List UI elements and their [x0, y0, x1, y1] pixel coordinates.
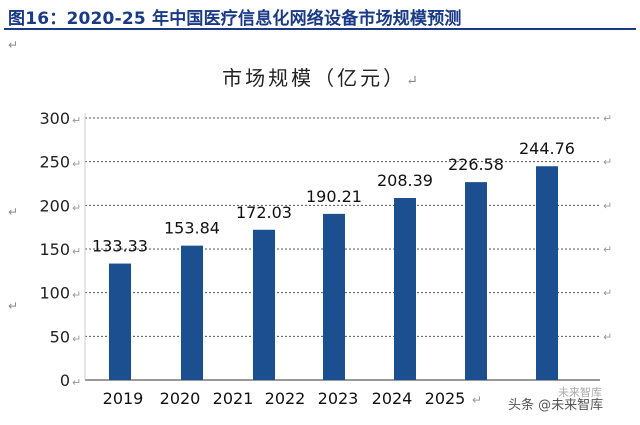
figure-header: 图16：2020-25 年中国医疗信息化网络设备市场规模预测: [0, 0, 640, 30]
paragraph-mark: ↵: [72, 376, 81, 389]
data-label: 208.39: [377, 171, 433, 190]
y-tick-label: 150: [39, 240, 70, 259]
source-credit: 头条 @未来智库: [508, 398, 604, 413]
paragraph-mark: ↵: [72, 158, 81, 171]
bar: [536, 166, 558, 380]
y-tick-label: 300: [39, 109, 70, 128]
paragraph-mark: ↵: [472, 393, 482, 407]
paragraph-mark: ↵: [72, 245, 81, 258]
paragraph-mark: ↵: [8, 38, 19, 52]
bar: [109, 263, 131, 380]
paragraph-mark: ↵: [603, 156, 612, 169]
paragraph-mark: ↵: [406, 73, 418, 89]
y-tick-label: 50: [50, 327, 70, 346]
data-label: 172.03: [236, 203, 292, 222]
chart-title: 市场规模（亿元）↵: [0, 62, 640, 91]
data-label: 244.76: [519, 139, 575, 158]
x-tick-label: 2024: [372, 389, 413, 408]
bar: [394, 198, 416, 380]
y-tick-label: 0: [60, 371, 70, 390]
chart-title-text: 市场规模（亿元）: [222, 66, 407, 90]
bar: [181, 245, 203, 380]
x-tick-label: 2022: [265, 389, 306, 408]
paragraph-mark: ↵: [603, 243, 612, 256]
x-tick-label: 2019: [103, 389, 144, 408]
bar: [465, 182, 487, 380]
paragraph-mark: ↵: [72, 114, 81, 127]
data-label: 226.58: [448, 155, 504, 174]
y-tick-label: 200: [39, 196, 70, 215]
bar: [323, 213, 345, 380]
paragraph-mark: ↵: [72, 201, 81, 214]
data-label: 133.33: [92, 237, 148, 256]
data-label: 153.84: [164, 219, 220, 238]
x-tick-label: 2023: [318, 389, 359, 408]
paragraph-mark: ↵: [603, 199, 612, 212]
y-tick-label: 250: [39, 153, 70, 172]
paragraph-mark: ↵: [603, 112, 612, 125]
header-divider: [4, 28, 636, 30]
y-tick-label: 100: [39, 284, 70, 303]
figure-title: 图16：2020-25 年中国医疗信息化网络设备市场规模预测: [8, 9, 462, 29]
watermark-text: 未来智库: [558, 386, 602, 399]
x-tick-label: 2025: [425, 389, 466, 408]
paragraph-mark: ↵: [72, 289, 81, 302]
data-label: 190.21: [306, 187, 362, 206]
paragraph-mark: ↵: [603, 330, 612, 343]
paragraph-mark: ↵: [72, 332, 81, 345]
paragraph-mark: ↵: [8, 299, 19, 313]
x-tick-label: 2021: [213, 389, 254, 408]
bar: [253, 229, 275, 380]
x-tick-label: 2020: [160, 389, 201, 408]
paragraph-mark: ↵: [8, 205, 19, 219]
paragraph-mark: ↵: [603, 287, 612, 300]
